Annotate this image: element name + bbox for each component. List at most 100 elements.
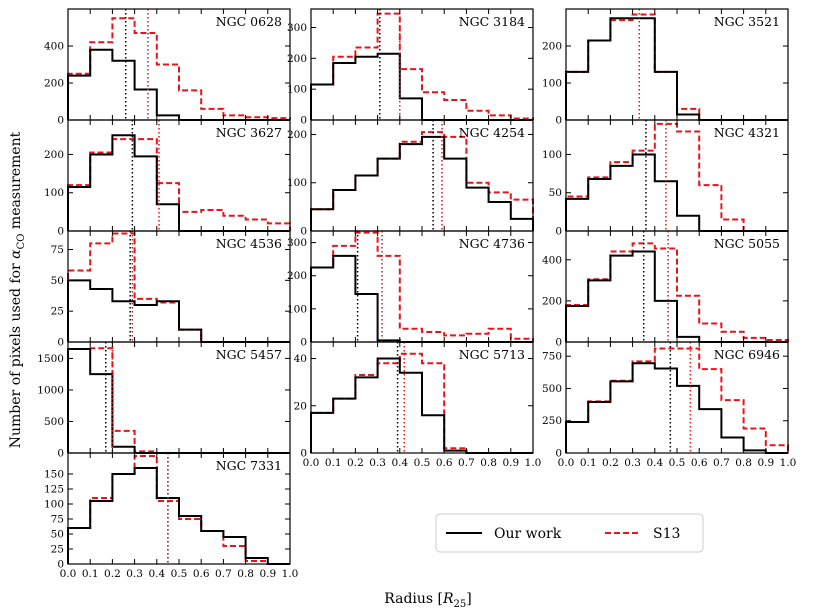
x-axis-label: Radius [R25] (384, 591, 472, 610)
x-tick-label: 0.8 (480, 457, 497, 469)
x-tick-label: 0.7 (713, 457, 730, 469)
x-tick-label: 1.0 (780, 457, 797, 469)
legend-label-s13: S13 (653, 526, 680, 542)
y-tick-label: 0 (555, 448, 562, 460)
histogram-s13 (565, 122, 788, 232)
x-tick-label: 0.1 (82, 568, 99, 580)
panel-label: NGC 0628 (216, 14, 282, 29)
legend-label-ours: Our work (494, 526, 562, 542)
legend: Our work S13 (435, 513, 704, 553)
x-tick-label: 0.5 (669, 457, 686, 469)
histogram-ours (310, 357, 533, 454)
y-tick-label: 25 (51, 306, 64, 318)
y-tick-label: 200 (287, 129, 307, 141)
x-tick-label: 0.8 (237, 568, 254, 580)
x-tick-label: 0.8 (735, 457, 752, 469)
histogram-s13 (310, 231, 534, 342)
panel-label: NGC 5055 (714, 236, 780, 251)
y-tick-label: 0 (555, 226, 562, 238)
histogram-s13 (67, 17, 291, 120)
y-tick-label: 0 (57, 448, 64, 460)
y-tick-label: 300 (287, 22, 307, 34)
x-tick-label: 0.7 (458, 457, 475, 469)
histogram-s13 (310, 131, 534, 231)
panel-ngc-5457: 0 500 1000 1500 NGC 5457 (37, 341, 291, 460)
y-tick-label: 20 (294, 400, 307, 412)
x-tick-label: 0.1 (580, 457, 597, 469)
y-tick-label: 125 (44, 484, 64, 496)
y-tick-label: 200 (287, 270, 307, 282)
x-tick-label: 0.0 (558, 457, 575, 469)
x-tick-label: 0.5 (414, 457, 431, 469)
panel-ngc-3184: 0 100 200 300 NGC 3184 (287, 8, 534, 127)
panel-label: NGC 3521 (714, 14, 780, 29)
x-tick-label: 0.6 (193, 568, 210, 580)
histogram-ours (67, 279, 290, 343)
y-tick-label: 400 (44, 41, 64, 53)
panel-ngc-7331: 0 25 50 75 100 125 150 0.0 0.1 0.2 0.3 0.4 0.5 0.6 0.7… (44, 452, 299, 580)
x-tick-label: 0.5 (171, 568, 188, 580)
panel-ngc-4254: 0 100 200 NGC 4254 (287, 119, 534, 238)
panel-label: NGC 3627 (216, 125, 282, 140)
x-tick-label: 0.4 (646, 457, 663, 469)
y-tick-label: 500 (542, 383, 562, 395)
x-tick-label: 0.0 (60, 568, 77, 580)
y-tick-label: 0 (57, 115, 64, 127)
histogram-ours (67, 467, 290, 565)
y-tick-label: 0 (555, 337, 562, 349)
y-tick-label: 500 (44, 416, 64, 428)
y-tick-label: 75 (51, 244, 64, 256)
x-tick-label: 0.2 (104, 568, 121, 580)
y-tick-label: 100 (542, 78, 562, 90)
y-tick-label: 200 (44, 149, 64, 161)
panel-label: NGC 4254 (459, 125, 525, 140)
x-tick-label: 0.9 (502, 457, 519, 469)
panel-label: NGC 4736 (459, 236, 525, 251)
y-tick-label: 25 (51, 544, 64, 556)
panel-ngc-5055: 0 200 400 NGC 5055 (542, 230, 789, 349)
panel-ngc-4321: 0 50 100 NGC 4321 (542, 119, 789, 238)
histogram-ours (565, 17, 788, 121)
histogram-s13 (565, 347, 789, 453)
panel-label: NGC 7331 (216, 458, 282, 473)
histogram-s13 (310, 12, 534, 120)
y-tick-label: 750 (542, 351, 562, 363)
y-tick-label: 100 (44, 187, 64, 199)
panel-ngc-0628: 0 200 400 NGC 0628 (44, 8, 291, 127)
x-tick-label: 0.7 (215, 568, 232, 580)
y-tick-label: 100 (287, 303, 307, 315)
x-tick-label: 0.4 (148, 568, 165, 580)
y-tick-label: 100 (44, 499, 64, 511)
x-tick-label: 0.6 (691, 457, 708, 469)
y-tick-label: 400 (542, 254, 562, 266)
x-tick-label: 1.0 (282, 568, 299, 580)
panel-label: NGC 3184 (459, 14, 525, 29)
y-tick-label: 100 (287, 177, 307, 189)
y-tick-label: 100 (287, 84, 307, 96)
panel-ngc-6946: 0 250 500 750 0.0 0.1 0.2 0.3 0.4 0.5 0.6 0.7 0.8 0.9… (542, 341, 797, 469)
histogram-ours (565, 250, 788, 343)
y-tick-label: 75 (51, 514, 64, 526)
x-tick-label: 0.3 (624, 457, 641, 469)
panel-label: NGC 5713 (459, 347, 525, 362)
x-tick-label: 0.3 (126, 568, 143, 580)
y-tick-label: 0 (57, 226, 64, 238)
y-tick-label: 0 (300, 448, 307, 460)
y-tick-label: 0 (57, 337, 64, 349)
y-tick-label: 200 (542, 295, 562, 307)
histogram-ours (67, 347, 290, 454)
histogram-ours (565, 362, 788, 454)
panel-label: NGC 4321 (714, 125, 780, 140)
y-tick-label: 50 (549, 187, 562, 199)
y-tick-label: 0 (300, 337, 307, 349)
y-tick-label: 0 (57, 559, 64, 571)
legend-frame (435, 513, 704, 553)
y-axis-label: Number of pixels used for αCO measuremen… (8, 131, 27, 448)
panel-ngc-5713: 0 20 40 0.0 0.1 0.2 0.3 0.4 0.5 0.6 0.7 0.8 0.9 1.0 NG… (294, 341, 541, 469)
x-tick-label: 0.4 (391, 457, 408, 469)
x-tick-label: 0.9 (259, 568, 276, 580)
x-tick-label: 0.2 (602, 457, 619, 469)
histogram-s13 (565, 242, 789, 342)
x-tick-label: 0.0 (303, 457, 320, 469)
